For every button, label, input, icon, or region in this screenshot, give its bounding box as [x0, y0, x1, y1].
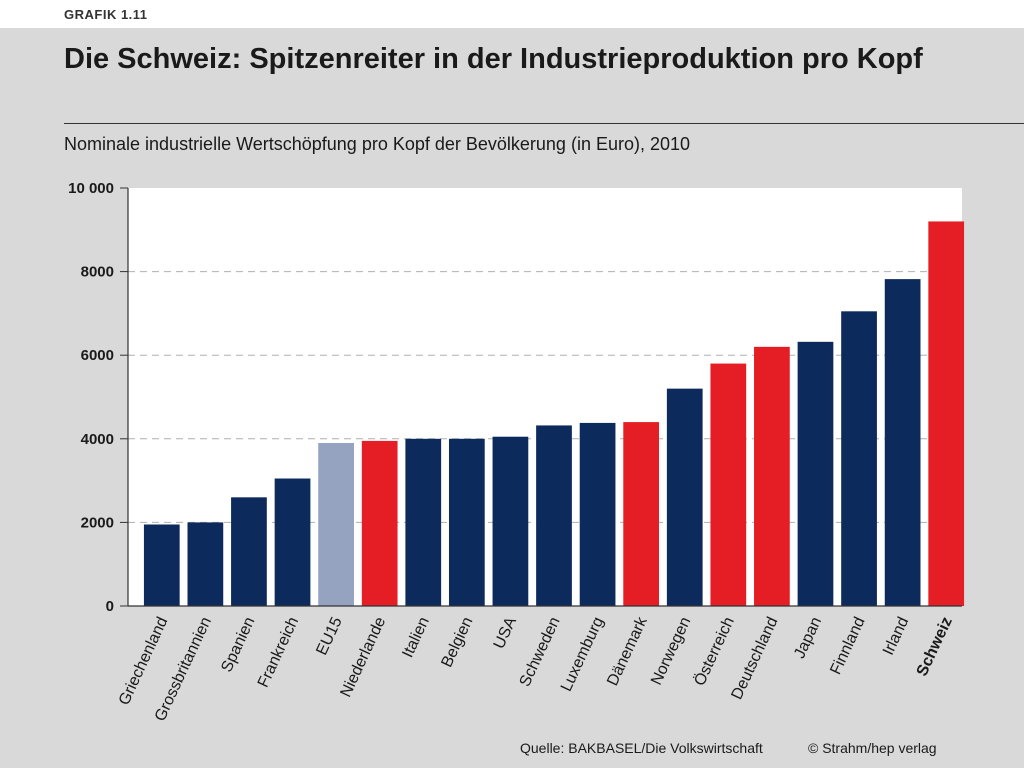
bar-dänemark: [623, 422, 660, 606]
x-tick-label: Schweden: [517, 615, 564, 690]
y-tick-label: 8000: [81, 264, 114, 281]
x-tick-label: Irland: [880, 615, 912, 658]
bar-italien: [405, 438, 442, 606]
bar-luxemburg: [579, 422, 616, 606]
y-tick-labels: 0 2000 4000 6000 8000 10 000: [68, 180, 128, 615]
source-note: Quelle: BAKBASEL/Die Volkswirtschaft: [520, 740, 763, 756]
chart-area: 0 2000 4000 6000 8000 10 000 Griechenland Gros…: [0, 170, 1024, 730]
x-tick-label: Frankreich: [255, 615, 302, 691]
y-tick-label: 4000: [81, 431, 114, 448]
bar-belgien: [448, 438, 485, 606]
bar-spanien: [231, 497, 267, 606]
gridlines: [128, 271, 962, 523]
bar-österreich: [710, 363, 747, 606]
x-tick-label: Belgien: [439, 615, 477, 671]
title-divider: [64, 123, 1024, 124]
x-tick-label: Spanien: [218, 615, 258, 675]
bar-usa: [492, 436, 529, 606]
bar-schweden: [536, 425, 572, 606]
x-tick-label: Luxemburg: [558, 615, 607, 695]
figure-label: GRAFIK 1.11: [64, 7, 148, 22]
x-tick-label: Norwegen: [648, 615, 694, 688]
x-tick-label: Finnland: [827, 615, 868, 678]
bar-chart: 0 2000 4000 6000 8000 10 000 GriechenlandGros…: [68, 180, 965, 724]
x-tick-label: Niederlande: [337, 614, 389, 699]
x-tick-label: Schweiz: [914, 615, 956, 679]
x-tick-label: Österreich: [690, 614, 738, 688]
x-tick-label: Dänemark: [604, 614, 651, 689]
bar-japan: [797, 341, 834, 606]
bar-grossbritannien: [187, 522, 224, 606]
y-tick-label: 6000: [81, 347, 114, 364]
bar-griechenland: [143, 524, 180, 606]
x-tick-label: EU15: [313, 614, 345, 658]
bar-niederlande: [361, 440, 398, 606]
chart-title: Die Schweiz: Spitzenreiter in der Indust…: [64, 43, 923, 75]
bar-eu15: [318, 442, 354, 606]
bar-deutschland: [754, 346, 790, 606]
axes: [127, 188, 962, 607]
bar-frankreich: [274, 478, 311, 606]
x-tick-label: Japan: [791, 615, 825, 662]
bar-schweiz: [928, 221, 965, 606]
bar-finnland: [841, 311, 877, 606]
x-tick-label: Deutschland: [729, 615, 782, 703]
y-tick-label: 2000: [81, 514, 114, 531]
bar-irland: [884, 279, 921, 606]
bars: [143, 221, 965, 606]
x-tick-label: USA: [491, 614, 520, 651]
chart-subtitle: Nominale industrielle Wertschöpfung pro …: [64, 134, 691, 154]
bar-norwegen: [666, 388, 703, 606]
top-band: GRAFIK 1.11: [0, 0, 1024, 28]
y-tick-label: 0: [106, 598, 114, 615]
x-tick-label: Italien: [399, 615, 432, 661]
copyright-note: © Strahm/hep verlag: [808, 740, 937, 756]
y-tick-label: 10 000: [68, 180, 114, 197]
